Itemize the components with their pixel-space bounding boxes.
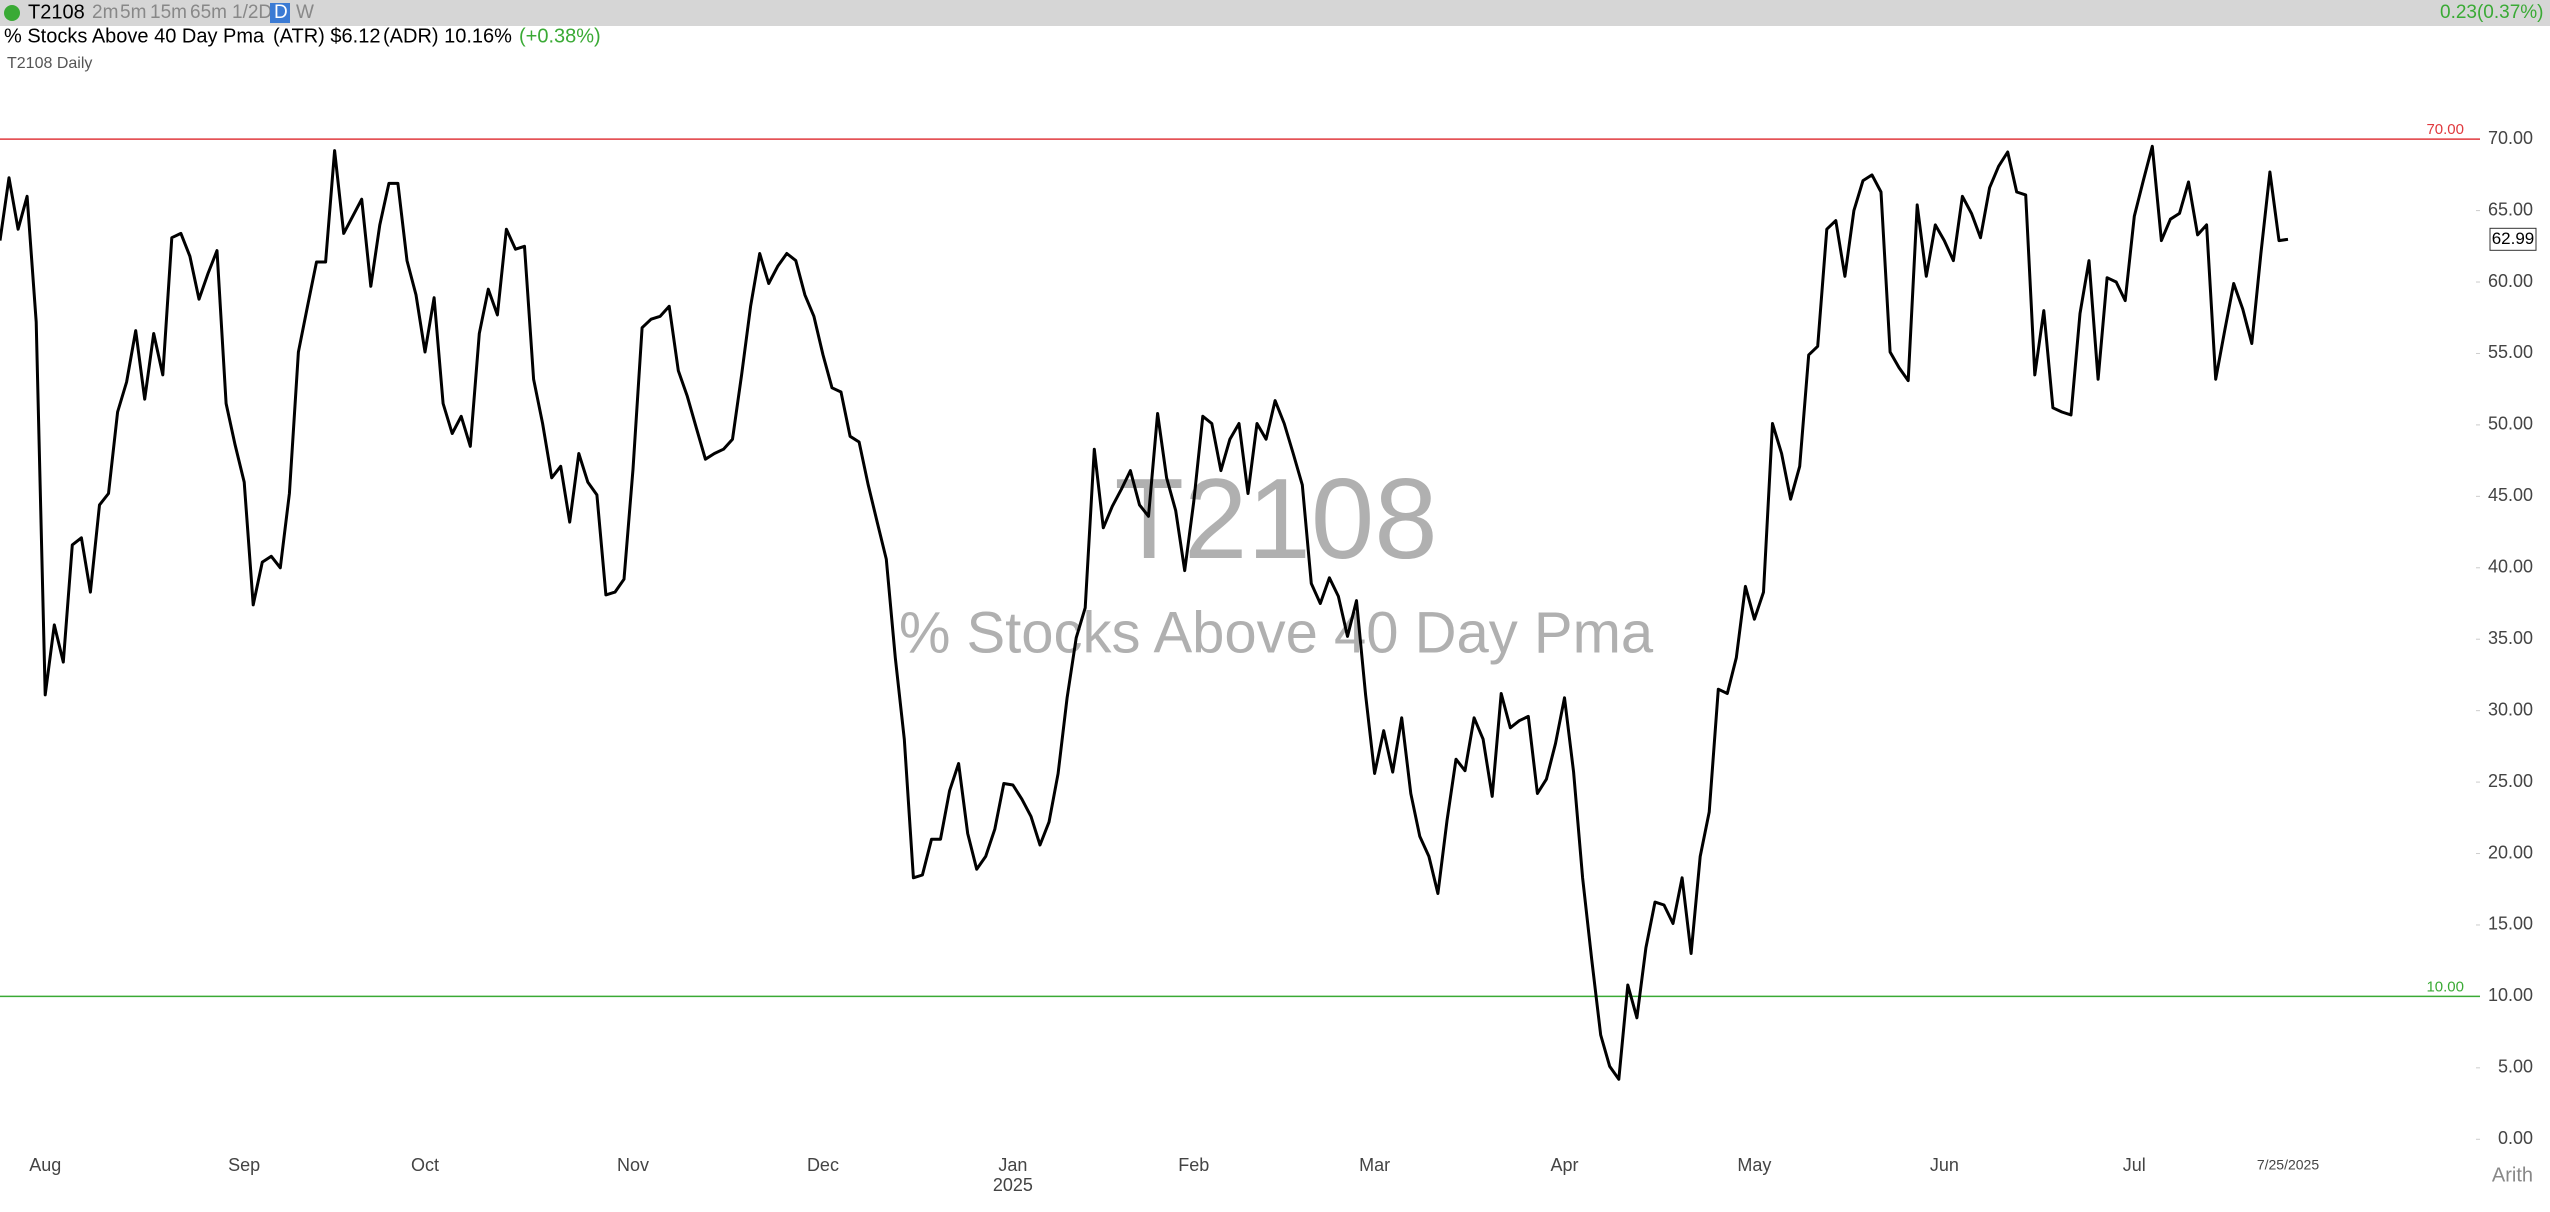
x-tick-label: Feb xyxy=(1178,1155,1209,1175)
y-tick-label: 40.00 xyxy=(2488,557,2533,577)
x-tick-label: Jul xyxy=(2123,1155,2146,1175)
last-value-box xyxy=(2489,227,2537,251)
symbol[interactable]: T2108 xyxy=(28,1,85,23)
x-tick-label: Apr xyxy=(1551,1155,1579,1175)
y-tick-label: 65.00 xyxy=(2488,199,2533,219)
interval[interactable]: 2m xyxy=(92,2,118,23)
x-tick-label: May xyxy=(1737,1155,1771,1175)
active-interval xyxy=(270,3,290,23)
y-tick-label: 60.00 xyxy=(2488,271,2533,291)
last-value-label: 62.99 xyxy=(2492,229,2535,248)
x-tick-label: Jan xyxy=(998,1155,1027,1175)
watermark-symbol: T2108 xyxy=(1114,456,1437,583)
interval[interactable]: W xyxy=(296,2,314,23)
x-tick-label: Nov xyxy=(617,1155,649,1175)
header-title: % Stocks Above 40 Day Pma xyxy=(4,25,265,47)
y-tick-label: 70.00 xyxy=(2488,128,2533,148)
y-tick-label: 0.00 xyxy=(2498,1128,2533,1148)
y-tick-label: 30.00 xyxy=(2488,699,2533,719)
scale-mode[interactable]: Arith xyxy=(2492,1164,2533,1186)
line xyxy=(0,144,2289,1081)
x-year-label: 2025 xyxy=(993,1175,1033,1195)
y-tick-label: 25.00 xyxy=(2488,771,2533,791)
x-tick-label: Dec xyxy=(807,1155,839,1175)
x-tick-label: 7/25/2025 xyxy=(2257,1157,2319,1173)
interval[interactable]: D xyxy=(274,2,288,23)
price-change: 0.23(0.37%) xyxy=(2440,2,2544,23)
interval[interactable]: 15m xyxy=(150,2,187,23)
change: (+0.38%) xyxy=(519,25,601,47)
interval[interactable]: 5m xyxy=(120,2,146,23)
add-icon[interactable] xyxy=(4,5,20,21)
y-tick-label: 15.00 xyxy=(2488,914,2533,934)
adr: (ADR) 10.16% xyxy=(383,25,512,47)
y-tick-label: 55.00 xyxy=(2488,342,2533,362)
atr: (ATR) $6.12 xyxy=(273,25,380,47)
interval[interactable]: 1/2D xyxy=(232,2,272,23)
y-tick-label: 35.00 xyxy=(2488,628,2533,648)
x-tick-label: Mar xyxy=(1359,1155,1390,1175)
reference-label: 70.00 xyxy=(2426,121,2464,138)
interval[interactable]: 65m xyxy=(190,2,227,23)
y-tick-label: 50.00 xyxy=(2488,414,2533,434)
reference-label: 10.00 xyxy=(2426,978,2464,995)
toolbar xyxy=(0,0,2550,26)
watermark-title: % Stocks Above 40 Day Pma xyxy=(899,600,1654,665)
x-tick-label: Oct xyxy=(411,1155,439,1175)
y-tick-label: 20.00 xyxy=(2488,842,2533,862)
x-tick-label: Sep xyxy=(228,1155,260,1175)
y-tick-label: 10.00 xyxy=(2488,985,2533,1005)
y-tick-label: 45.00 xyxy=(2488,485,2533,505)
x-tick-label: Aug xyxy=(29,1155,61,1175)
x-tick-label: Jun xyxy=(1930,1155,1959,1175)
y-tick-label: 5.00 xyxy=(2498,1057,2533,1077)
pane-label[interactable]: T2108 Daily xyxy=(7,55,92,72)
